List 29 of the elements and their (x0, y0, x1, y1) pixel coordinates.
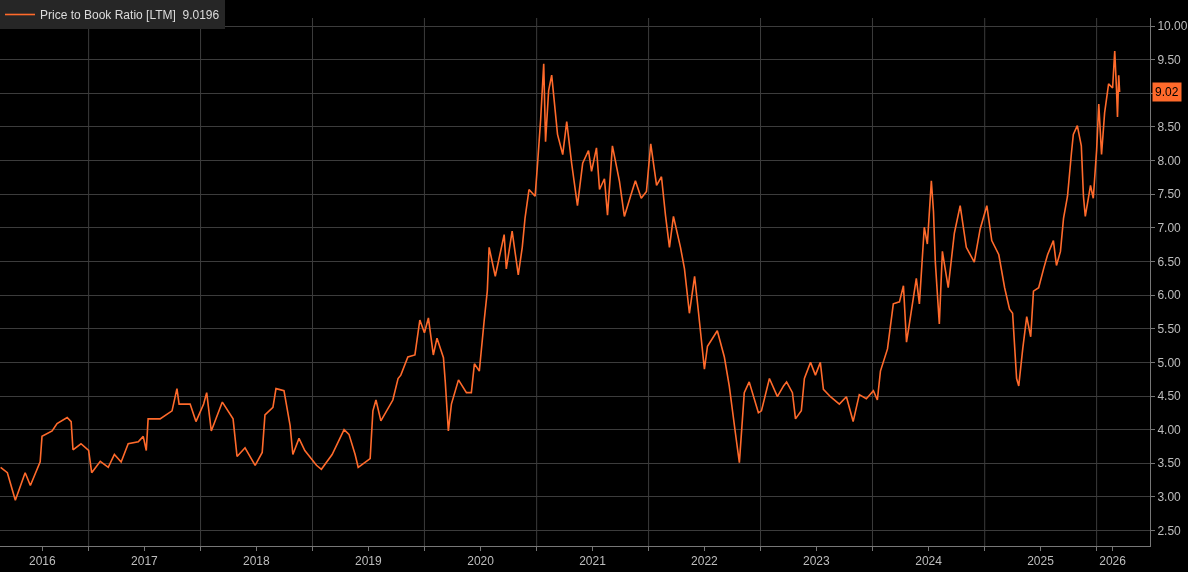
y-tick-label: 7.00 (1157, 221, 1182, 236)
y-tick-label: 10.00 (1157, 19, 1188, 34)
line-series (0, 50, 1121, 502)
x-tick-label: 2024 (915, 554, 943, 569)
x-tick-label: 2017 (131, 554, 159, 569)
x-tick-label: 2025 (1027, 554, 1055, 569)
x-tick-label: 2021 (579, 554, 607, 569)
x-tick-label: 2026 (1099, 554, 1127, 569)
x-tick-label: 2018 (243, 554, 271, 569)
y-tick-label: 4.00 (1157, 422, 1182, 437)
y-tick-label: 4.50 (1157, 389, 1182, 404)
y-tick-label: 5.50 (1157, 321, 1182, 336)
y-tick-label: 8.00 (1157, 153, 1182, 168)
annotation: 9.02 (1155, 85, 1179, 99)
x-tick-label: 2020 (467, 554, 495, 569)
y-tick-label: 8.50 (1157, 120, 1182, 135)
y-tick-label: 3.50 (1157, 456, 1182, 471)
x-tick-label: 2016 (28, 554, 56, 569)
y-tick-label: 3.00 (1157, 490, 1182, 505)
x-tick-label: 2023 (803, 554, 831, 569)
x-tick-label: 2022 (691, 554, 719, 569)
legend-label: Price to Book Ratio [LTM] 9.0196 (40, 8, 220, 23)
y-tick-label: 7.50 (1157, 187, 1182, 202)
x-tick-label: 2019 (354, 554, 382, 569)
y-tick-label: 6.50 (1157, 254, 1182, 269)
y-tick-label: 6.00 (1157, 288, 1182, 303)
y-tick-label: 9.50 (1157, 52, 1182, 67)
y-tick-label: 2.50 (1157, 523, 1182, 538)
y-tick-label: 5.00 (1157, 355, 1182, 370)
